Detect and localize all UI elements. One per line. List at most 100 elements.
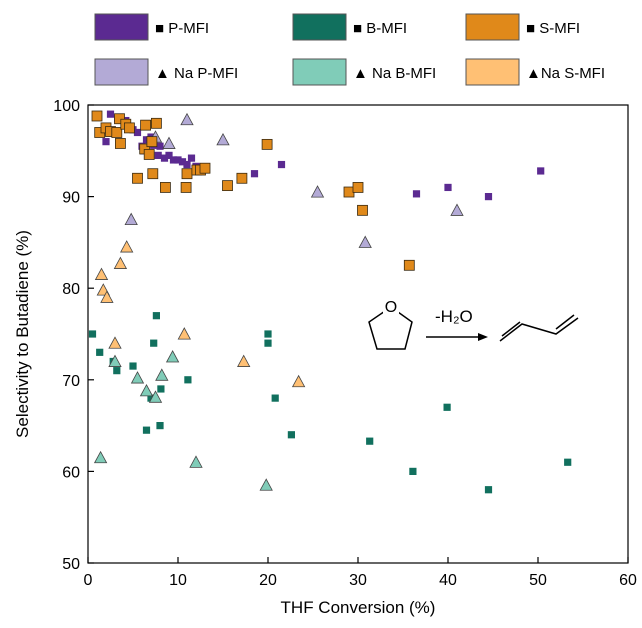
data-point (124, 212, 138, 226)
legend-swatch (465, 13, 520, 41)
plot-frame (87, 104, 629, 564)
data-point (264, 330, 272, 338)
data-point (264, 339, 272, 347)
data-point (443, 403, 451, 411)
data-point (106, 110, 115, 118)
y-tick-label: 50 (62, 556, 80, 573)
data-point (102, 138, 110, 146)
y-tick-label: 60 (62, 464, 80, 481)
data-point (199, 162, 211, 174)
legend-label: ▲ Na P-MFI (155, 65, 238, 82)
legend-swatch (292, 58, 347, 86)
data-point (162, 136, 176, 149)
data-point (177, 327, 191, 340)
data-point (132, 172, 143, 184)
data-point (180, 182, 192, 193)
arrow-head-icon (478, 333, 488, 341)
data-point (157, 385, 165, 393)
data-point (139, 383, 154, 397)
data-point (114, 113, 125, 125)
data-point (113, 367, 121, 375)
data-point (271, 394, 279, 402)
legend-swatch (292, 13, 347, 41)
data-point (412, 190, 421, 198)
y-tick-label: 100 (53, 98, 80, 115)
data-point (133, 128, 142, 137)
data-point (93, 450, 108, 464)
data-point (152, 312, 160, 320)
data-point (100, 290, 114, 303)
data-point (444, 183, 452, 192)
data-point (222, 180, 233, 192)
data-point (187, 154, 196, 162)
data-point (178, 158, 187, 166)
data-point (96, 348, 104, 356)
data-point (261, 138, 273, 150)
data-point (174, 156, 182, 164)
data-point (366, 437, 374, 445)
ring-oxygen-label: O (385, 299, 397, 316)
data-point (146, 136, 158, 148)
data-point (358, 235, 372, 248)
y-tick-label: 80 (62, 281, 80, 298)
data-point (237, 354, 251, 367)
data-point (88, 330, 97, 338)
data-point (450, 203, 464, 216)
data-point (143, 149, 155, 160)
data-points (88, 110, 572, 494)
data-point (108, 336, 122, 349)
x-axis-label: THF Conversion (%) (281, 598, 436, 617)
data-point (154, 151, 162, 159)
data-point (236, 172, 248, 184)
data-point (142, 426, 151, 434)
y-tick-label: 90 (62, 190, 80, 207)
data-point (564, 458, 572, 466)
data-point (156, 142, 164, 150)
data-point (189, 455, 203, 468)
legend-swatch (465, 58, 520, 86)
reaction-scheme: O -H₂O (368, 298, 579, 350)
data-point (216, 132, 230, 146)
data-point (108, 354, 122, 367)
legend-label: ▲ Na B-MFI (353, 65, 436, 82)
data-point (277, 160, 286, 169)
data-point (291, 374, 306, 388)
data-point (352, 182, 364, 193)
data-point (129, 362, 137, 370)
data-point (181, 168, 193, 180)
butadiene-icon (499, 317, 579, 342)
data-point (91, 110, 103, 122)
data-point (484, 486, 493, 494)
data-point (409, 467, 417, 475)
data-point (287, 431, 295, 439)
x-tick-label: 60 (619, 572, 637, 589)
data-point (148, 390, 163, 403)
data-point (150, 339, 158, 347)
data-point (124, 122, 135, 134)
legend-label: ■ B-MFI (353, 20, 407, 37)
y-tick-label: 70 (62, 373, 80, 390)
data-point (94, 267, 109, 280)
x-tick-label: 30 (349, 572, 367, 589)
data-point (183, 160, 191, 169)
data-point (115, 138, 126, 149)
data-point (155, 368, 169, 381)
x-tick-label: 0 (84, 572, 93, 589)
data-point (111, 127, 123, 138)
data-point (120, 240, 134, 253)
x-tick-label: 40 (439, 572, 457, 589)
data-point (147, 394, 155, 402)
reaction-label: -H₂O (435, 307, 473, 326)
data-point (169, 156, 178, 164)
data-point (165, 151, 173, 159)
data-point (310, 185, 325, 198)
data-point (343, 186, 355, 198)
data-point (159, 182, 171, 193)
legend-swatch (94, 58, 149, 86)
axis-ticks: 0 10 20 30 40 50 60 50 60 70 80 90 100 (53, 98, 637, 589)
data-point (537, 167, 545, 175)
data-point (113, 256, 128, 269)
x-tick-label: 10 (169, 572, 187, 589)
data-point (147, 168, 159, 180)
